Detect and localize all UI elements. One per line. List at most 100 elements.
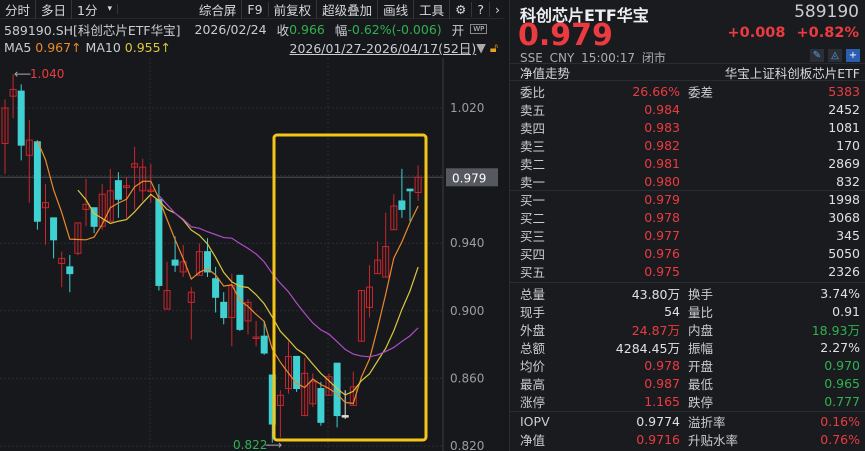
fund-full-name: 华宝上证科创板芯片ETF bbox=[724, 65, 860, 81]
candle-body bbox=[163, 290, 171, 310]
candle-body bbox=[42, 202, 49, 209]
label: 换手 bbox=[688, 286, 714, 302]
lock-icon[interactable]: 🔓︎ bbox=[489, 39, 498, 55]
value: 832 bbox=[836, 174, 860, 190]
label: 开盘 bbox=[688, 358, 714, 374]
candle-body bbox=[252, 336, 260, 339]
chevron-right-icon[interactable]: › bbox=[495, 1, 500, 17]
iopv-table: IOPV 0.9774 溢折率 0.16% 净值 0.9716 升贴水率 0.76% bbox=[520, 412, 860, 448]
order-row: 卖五 0.984 2452 bbox=[520, 100, 860, 118]
tab-1min[interactable]: 1分 bbox=[77, 2, 98, 18]
candle-body bbox=[131, 163, 139, 168]
value: 54 bbox=[664, 303, 680, 319]
order-row: 买五 0.975 2326 bbox=[520, 262, 860, 280]
candle-body bbox=[390, 205, 398, 231]
candle-body bbox=[139, 166, 147, 192]
draw-line-button[interactable]: 画线 bbox=[378, 0, 415, 19]
candle-body bbox=[9, 88, 17, 97]
candle-body bbox=[147, 189, 155, 192]
ma10-line bbox=[77, 189, 419, 396]
forward-adjust-button[interactable]: 前复权 bbox=[269, 0, 318, 19]
value: 18.93万 bbox=[811, 322, 860, 338]
value: 0.777 bbox=[824, 394, 860, 410]
last-price: 0.979 bbox=[518, 18, 613, 53]
label: IOPV bbox=[520, 413, 550, 429]
pencil-icon[interactable]: ✎ bbox=[810, 49, 824, 62]
ma10-label: MA10 bbox=[85, 40, 121, 55]
label: 最高 bbox=[520, 377, 546, 393]
bell-icon[interactable]: ◬ bbox=[828, 49, 842, 62]
nav-row: 净值走势 华宝上证科创板芯片ETF bbox=[510, 63, 865, 81]
label: 均价 bbox=[520, 358, 546, 374]
price-change: +0.008 +0.82% bbox=[727, 25, 859, 41]
candle-body bbox=[382, 246, 390, 278]
value: 1081 bbox=[828, 119, 860, 135]
candle-body bbox=[204, 251, 211, 273]
candle-body bbox=[349, 386, 357, 406]
price-tag bbox=[446, 168, 498, 187]
composite-screen-button[interactable]: 综合屏 bbox=[194, 0, 243, 19]
quote-actions: ✎ ◬ + bbox=[810, 49, 860, 62]
stats-table: 总量 43.80万 换手 3.74% 现手 54 量比 0.91 外盘 24.87万 内盘 18.93… bbox=[520, 284, 860, 411]
order-row: 卖二 0.981 2869 bbox=[520, 154, 860, 172]
value: 0.76% bbox=[820, 431, 860, 447]
date-range-selector[interactable]: 2026/01/27-2026/04/17(52日) bbox=[289, 41, 477, 56]
label: 总额 bbox=[520, 340, 546, 356]
change-pct: +0.82% bbox=[796, 25, 859, 41]
candle-body bbox=[114, 180, 122, 200]
value: 3068 bbox=[828, 209, 860, 225]
stat-row: 最高 0.987 最低 0.965 bbox=[520, 374, 860, 392]
value: 0.978 bbox=[644, 357, 680, 373]
value: 0.978 bbox=[644, 209, 680, 225]
value: 1998 bbox=[828, 191, 860, 207]
value: 4284.45万 bbox=[615, 340, 680, 356]
tab-multi-day[interactable]: 多日 bbox=[36, 0, 73, 19]
gear-icon[interactable]: ⚙ bbox=[450, 1, 473, 17]
candle-body bbox=[33, 141, 41, 222]
ma-bar: MA5 0.967↑ MA10 0.955↑ 2026/01/27-2026/0… bbox=[4, 39, 504, 57]
order-book: 委比 26.66% 委差 5383 卖五 0.984 2452 卖四 0.983 1081 卖三 0… bbox=[520, 82, 860, 191]
candle-body bbox=[220, 301, 228, 319]
symbol: 589190.SH[科创芯片ETF华宝] bbox=[4, 22, 181, 38]
stat-row: 外盘 24.87万 内盘 18.93万 bbox=[520, 320, 860, 338]
value: 26.66% bbox=[632, 83, 680, 99]
ma5-value: 0.967↑ bbox=[35, 40, 82, 55]
quote-panel: 科创芯片ETF华宝 589190 0.979 +0.008 +0.82% SSE… bbox=[509, 0, 865, 451]
label: 涨停 bbox=[520, 395, 546, 411]
value: 0.983 bbox=[644, 119, 680, 135]
label: 量比 bbox=[688, 304, 714, 320]
tools-button[interactable]: 工具 bbox=[414, 0, 451, 19]
candle-body bbox=[325, 376, 333, 396]
order-row: 买三 0.977 345 bbox=[520, 226, 860, 244]
order-row: 买二 0.978 3068 bbox=[520, 208, 860, 226]
arrow-right-icon: ⟶ bbox=[265, 438, 282, 451]
y-tick-label: 0.900 bbox=[450, 304, 484, 318]
candle-body bbox=[58, 257, 66, 264]
f9-button[interactable]: F9 bbox=[242, 1, 269, 17]
candle-body bbox=[260, 335, 268, 354]
help-icon[interactable]: ? bbox=[472, 1, 490, 17]
dropdown-icon[interactable]: ▼ bbox=[476, 40, 486, 55]
value: 0.984 bbox=[644, 101, 680, 117]
ma10-value: 0.955↑ bbox=[124, 40, 172, 55]
stat-row: 净值 0.9716 升贴水率 0.76% bbox=[520, 430, 860, 448]
tab-intraday[interactable]: 分时 bbox=[0, 0, 37, 19]
wp-icon[interactable]: WP bbox=[470, 24, 488, 34]
change-value: -0.62%(-0.006) bbox=[347, 21, 442, 37]
stat-row: 现手 54 量比 0.91 bbox=[520, 302, 860, 320]
candle-body bbox=[1, 107, 9, 144]
label: 卖三 bbox=[520, 138, 546, 154]
value: 2326 bbox=[828, 263, 860, 279]
period-dropdown-icon[interactable]: ▾ bbox=[102, 4, 119, 14]
label: 买五 bbox=[520, 264, 546, 280]
ma5-line bbox=[36, 140, 419, 405]
candle-body bbox=[414, 176, 422, 194]
stat-row: IOPV 0.9774 溢折率 0.16% bbox=[520, 412, 860, 430]
candlestick-chart[interactable]: 1.020 0.940 0.900 0.860 0.820 0.979 ⟵1.040 0.82… bbox=[0, 58, 505, 451]
value: 0.980 bbox=[644, 174, 680, 190]
super-overlay-button[interactable]: 超级叠加 bbox=[317, 0, 379, 19]
range-label: 幅 bbox=[334, 22, 348, 38]
plus-icon[interactable]: + bbox=[846, 49, 860, 62]
nav-trend-link[interactable]: 净值走势 bbox=[520, 65, 571, 81]
candle-body bbox=[366, 286, 373, 308]
